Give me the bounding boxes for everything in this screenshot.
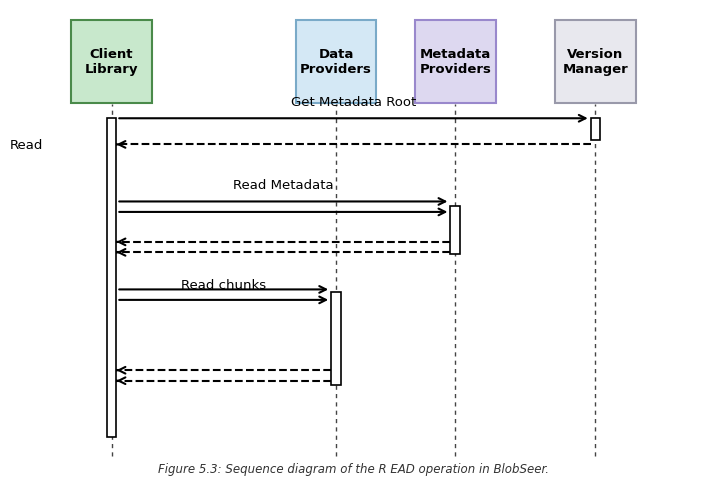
- Text: Data
Providers: Data Providers: [300, 48, 372, 76]
- Bar: [296, 21, 376, 104]
- Bar: [555, 21, 636, 104]
- Bar: [71, 21, 152, 104]
- Bar: [590, 119, 600, 140]
- Text: Read: Read: [10, 139, 43, 152]
- Text: Get Metadata Root: Get Metadata Root: [291, 96, 416, 108]
- Bar: [415, 21, 496, 104]
- Bar: [331, 292, 341, 384]
- Bar: [450, 207, 460, 254]
- Text: Read Metadata: Read Metadata: [233, 179, 334, 192]
- Text: Client
Library: Client Library: [85, 48, 139, 76]
- Text: Metadata
Providers: Metadata Providers: [419, 48, 491, 76]
- Text: Read chunks: Read chunks: [181, 279, 267, 292]
- Text: Figure 5.3: Sequence diagram of the R EAD operation in BlobSeer.: Figure 5.3: Sequence diagram of the R EA…: [158, 462, 549, 475]
- Text: Version
Manager: Version Manager: [563, 48, 629, 76]
- Bar: [107, 119, 117, 437]
